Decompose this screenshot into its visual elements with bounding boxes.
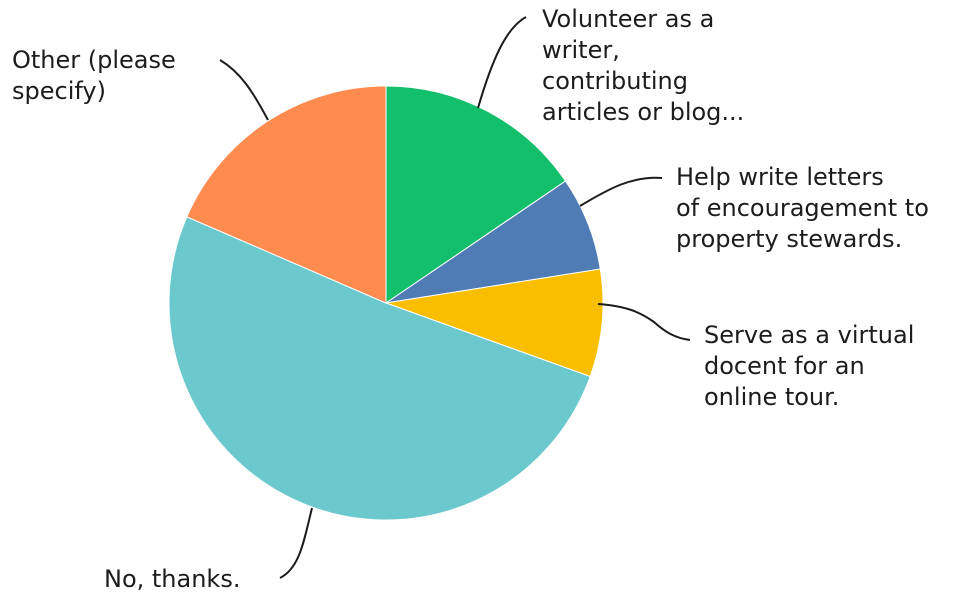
leader-line-other	[219, 59, 269, 121]
leader-line-docent	[597, 303, 691, 341]
leader-line-no-thanks	[279, 507, 313, 579]
slice-label-other: Other (please specify)	[12, 46, 176, 105]
slice-label-volunteer-writer: Volunteer as a writer, contributing arti…	[542, 5, 745, 126]
pie-slices	[168, 85, 604, 521]
slice-no-thanks	[168, 216, 591, 521]
slice-docent	[385, 268, 604, 378]
slice-other	[186, 85, 387, 304]
leader-line-letters	[579, 176, 663, 207]
slice-label-docent: Serve as a virtual docent for an online …	[704, 321, 915, 411]
slice-label-no-thanks: No, thanks.	[104, 565, 241, 593]
slice-volunteer-writer	[385, 85, 567, 304]
leader-line-volunteer-writer	[477, 16, 527, 109]
leader-lines	[219, 16, 691, 579]
slice-label-letters: Help write letters of encouragement to p…	[676, 163, 929, 253]
